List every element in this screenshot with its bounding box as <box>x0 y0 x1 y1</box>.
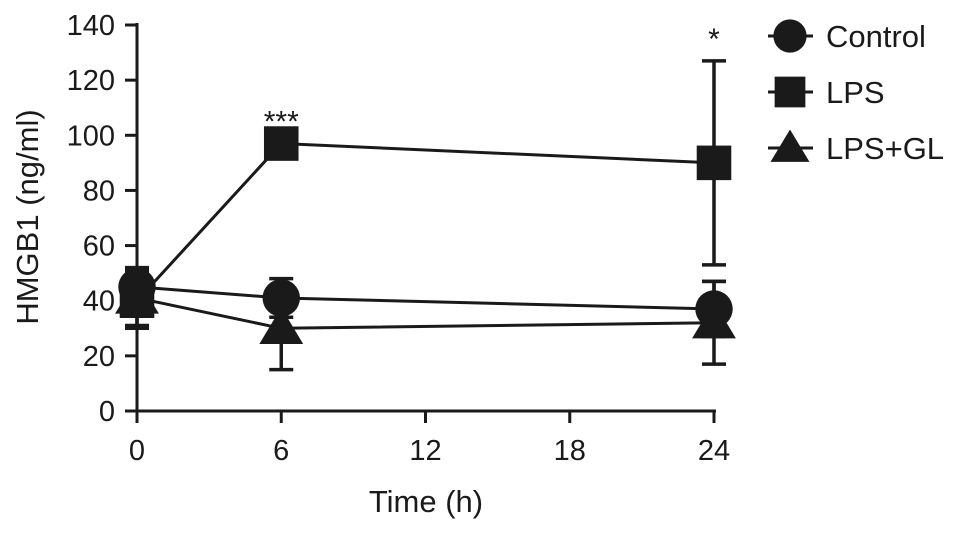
y-tick-label: 60 <box>83 231 115 263</box>
x-tick-label: 12 <box>409 435 441 467</box>
significance-label: * <box>708 23 720 56</box>
x-axis-title: Time (h) <box>369 484 483 519</box>
legend-marker <box>770 129 810 162</box>
legend-item-control: Control <box>768 19 926 54</box>
x-tick-label: 18 <box>554 435 586 467</box>
lps-gl-point <box>259 307 304 344</box>
y-tick-label: 20 <box>83 341 115 373</box>
lps-gl-point <box>692 301 736 339</box>
legend-marker <box>774 76 806 108</box>
control-line <box>136 285 715 311</box>
series-group <box>115 59 736 372</box>
x-tick-label: 24 <box>698 435 730 467</box>
y-tick-label: 120 <box>67 65 115 97</box>
lps-point <box>263 126 299 161</box>
lps-point <box>696 145 732 181</box>
lps-line <box>135 142 715 302</box>
series-lps <box>119 59 732 331</box>
series-lps-gl <box>115 268 736 372</box>
y-tick-label: 40 <box>83 286 115 318</box>
legend-label: LPS+GL <box>826 131 944 166</box>
x-tick-label: 6 <box>273 435 289 467</box>
legend: Control LPS LPS+GL <box>768 19 944 166</box>
lps-gl-point <box>115 277 159 314</box>
legend-item-lps-gl: LPS+GL <box>768 129 944 166</box>
annotations: **** <box>264 23 720 139</box>
x-tick-label: 0 <box>129 435 145 467</box>
y-tick-label: 140 <box>67 10 115 42</box>
y-tick-label: 80 <box>83 175 115 207</box>
legend-label: Control <box>826 19 926 54</box>
significance-label: *** <box>264 106 299 139</box>
legend-marker <box>773 19 807 53</box>
legend-item-lps: LPS <box>768 75 885 110</box>
axes: 0 20 40 60 80 100 120 140 0 6 12 18 24 <box>67 10 731 467</box>
legend-label: LPS <box>826 75 885 110</box>
y-tick-label: 0 <box>99 396 115 428</box>
y-tick-label: 100 <box>67 120 115 152</box>
y-axis-title: HMGB1 (ng/ml) <box>10 109 45 324</box>
